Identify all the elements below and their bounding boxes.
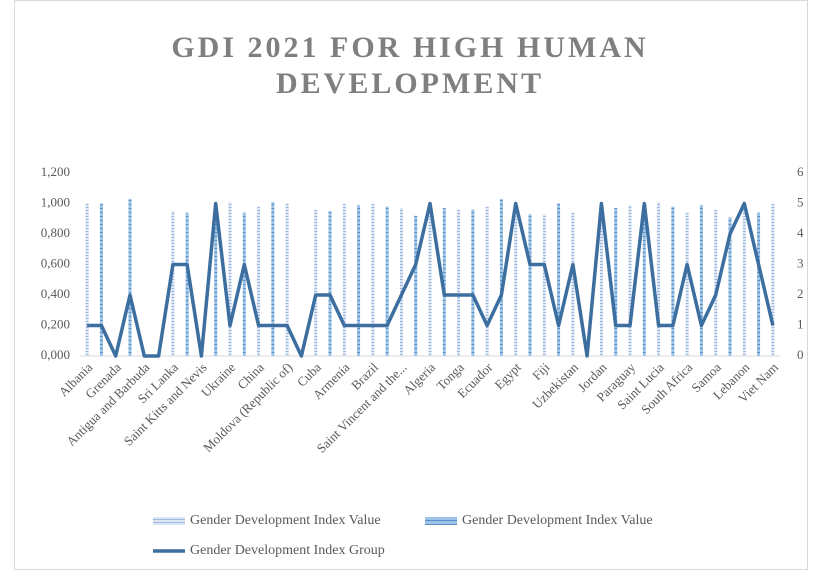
bar <box>757 212 761 356</box>
y2-tick-label: 5 <box>797 194 804 209</box>
y-tick-label: 0,400 <box>41 286 70 301</box>
y2-tick-label: 0 <box>797 347 804 362</box>
line <box>87 201 775 358</box>
bar <box>128 198 132 356</box>
bar <box>242 212 246 356</box>
y-tick-label: 0,600 <box>41 255 70 270</box>
bar <box>657 201 661 356</box>
bar <box>314 209 318 356</box>
bar <box>214 203 218 356</box>
bar <box>428 203 432 356</box>
bar <box>399 208 403 356</box>
bar <box>714 209 718 356</box>
bar <box>742 206 746 356</box>
bar <box>171 211 175 356</box>
bar <box>528 214 532 356</box>
y-tick-label: 0,000 <box>41 347 70 362</box>
y2-tick-label: 6 <box>797 164 804 179</box>
bar <box>685 212 689 356</box>
y2-tick-label: 2 <box>797 286 804 301</box>
legend-label: Gender Development Index Value <box>190 513 381 528</box>
x-tick-label: Egypt <box>491 359 524 392</box>
bar <box>599 203 603 356</box>
legend-label: Gender Development Index Value <box>462 513 653 528</box>
bar <box>185 212 189 356</box>
x-tick-label: Fiji <box>529 359 553 383</box>
legend-label: Gender Development Index Group <box>190 543 385 558</box>
bar <box>414 215 418 356</box>
x-tick-label: Algeria <box>400 359 438 397</box>
bar <box>457 209 461 356</box>
bar <box>557 203 561 356</box>
bar <box>671 206 675 356</box>
bar <box>485 206 489 356</box>
bar <box>471 209 475 356</box>
bar <box>514 203 518 356</box>
y-tick-label: 0,200 <box>41 316 70 331</box>
y-tick-label: 1,200 <box>41 164 70 179</box>
bar <box>571 212 575 356</box>
bar <box>257 206 261 356</box>
bar <box>542 214 546 356</box>
bar <box>628 205 632 356</box>
legend-swatch <box>425 517 457 525</box>
bar <box>99 203 103 356</box>
bar <box>728 217 732 356</box>
legend-swatch <box>153 517 185 525</box>
bar <box>614 208 618 356</box>
chart-border <box>14 0 808 570</box>
bar <box>328 211 332 356</box>
y2-tick-label: 4 <box>797 225 804 240</box>
bar <box>442 208 446 356</box>
bar <box>285 203 289 356</box>
bar <box>771 203 775 356</box>
chart-title: GDI 2021 FOR HIGH HUMAN DEVELOPMENT <box>171 31 649 100</box>
bar <box>371 203 375 356</box>
bar <box>357 205 361 356</box>
bar <box>85 203 89 356</box>
bar <box>699 205 703 356</box>
bar <box>271 201 275 356</box>
bar <box>642 203 646 356</box>
y-tick-label: 0,800 <box>41 225 70 240</box>
y-tick-label: 1,000 <box>41 194 70 209</box>
bar <box>228 201 232 356</box>
bar <box>385 206 389 356</box>
y2-tick-label: 1 <box>797 316 804 331</box>
bar <box>499 198 503 356</box>
y2-tick-label: 3 <box>797 255 804 270</box>
bar <box>342 203 346 356</box>
